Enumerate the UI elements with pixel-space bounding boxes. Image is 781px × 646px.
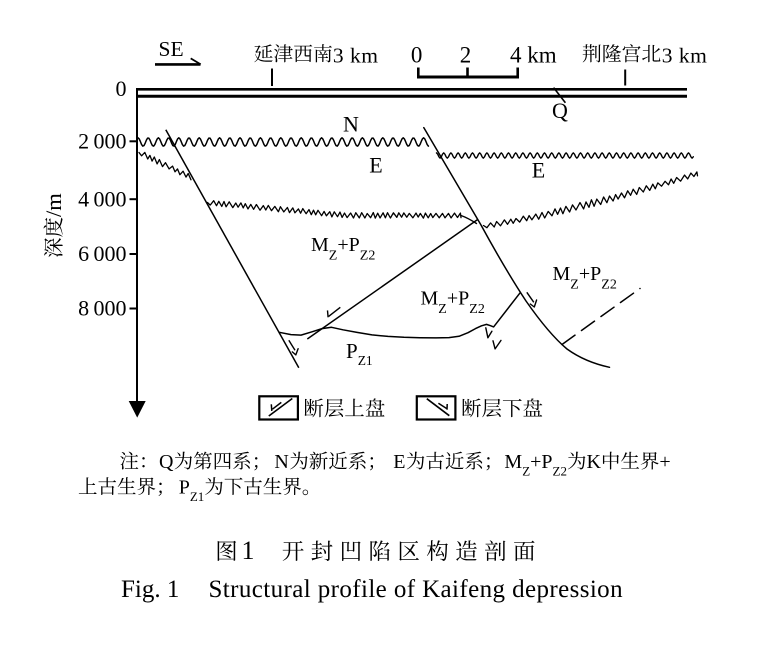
svg-text:2 000: 2 000 — [78, 129, 126, 154]
svg-text:E: E — [532, 158, 545, 183]
svg-text:3 km: 3 km — [662, 43, 708, 67]
svg-text:Structural profile of Kaifeng: Structural profile of Kaifeng depression — [209, 576, 624, 603]
svg-text:3 km: 3 km — [333, 43, 379, 67]
svg-text:E: E — [369, 152, 382, 177]
svg-text:N: N — [343, 111, 359, 136]
svg-text:Q: Q — [159, 451, 174, 473]
svg-text:Fig. 1: Fig. 1 — [121, 576, 179, 603]
svg-text:N: N — [274, 451, 288, 473]
svg-text:0: 0 — [411, 43, 423, 68]
svg-text:8 000: 8 000 — [78, 296, 126, 321]
svg-text:Q: Q — [552, 98, 568, 123]
svg-text:E: E — [393, 451, 405, 473]
svg-text:SE: SE — [159, 37, 184, 61]
svg-text:4 km: 4 km — [510, 43, 557, 68]
svg-text:0: 0 — [116, 76, 127, 101]
svg-text:6 000: 6 000 — [78, 241, 126, 266]
svg-text:1: 1 — [242, 536, 255, 565]
svg-text:K: K — [587, 451, 602, 473]
svg-text:/m: /m — [41, 193, 66, 217]
svg-text:4 000: 4 000 — [78, 186, 126, 211]
svg-text:+: + — [659, 451, 670, 473]
svg-text:2: 2 — [460, 43, 472, 68]
